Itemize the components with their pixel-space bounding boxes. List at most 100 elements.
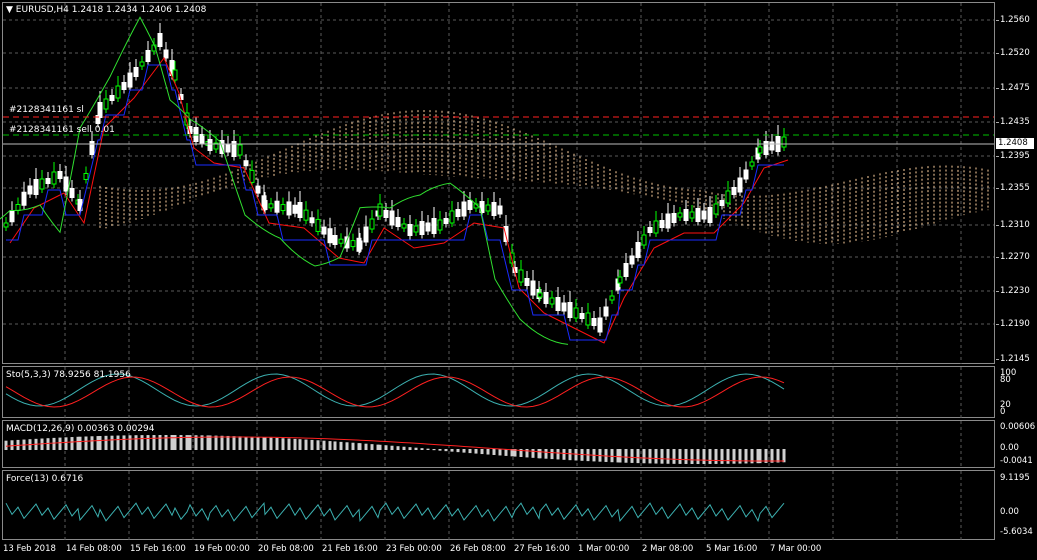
stoch-main-line <box>5 373 785 407</box>
candle-body <box>57 171 63 179</box>
macd-bar <box>146 435 150 450</box>
macd-bar <box>164 435 168 450</box>
ytick: 1.2310 <box>1000 220 1030 230</box>
candle-body <box>45 178 51 184</box>
macd-bar <box>98 436 102 450</box>
candle-body <box>497 205 503 215</box>
candle-body <box>63 176 69 192</box>
macd-bar <box>250 436 254 450</box>
macd-bar <box>684 449 688 464</box>
candle-body <box>243 160 249 167</box>
macd-bar <box>519 449 523 457</box>
candle-body <box>213 142 219 150</box>
macd-axis: 0.00606 0.00 -0.0041 <box>996 420 1037 468</box>
macd-bar <box>550 449 554 460</box>
candle-body <box>635 242 641 258</box>
time-axis[interactable]: 13 Feb 2018 14 Feb 08:00 15 Feb 16:00 19… <box>0 540 996 560</box>
candle-body <box>133 67 139 77</box>
macd-bar <box>660 449 664 464</box>
macd-bar <box>287 438 291 450</box>
force-axis: 9.1195 0.00 -5.6034 <box>996 470 1037 540</box>
macd-bar <box>281 438 285 450</box>
candle-body <box>467 200 473 210</box>
xtick: 21 Feb 16:00 <box>322 544 378 554</box>
stochastic-pane[interactable] <box>2 366 995 418</box>
dropdown-triangle-icon[interactable]: ▼ <box>6 5 13 15</box>
ytick: -5.6034 <box>1000 527 1033 537</box>
candle-body <box>737 177 743 193</box>
candle-body <box>357 240 363 250</box>
macd-bar <box>666 449 670 464</box>
ytick: 1.2560 <box>1000 15 1030 25</box>
macd-bar <box>140 435 144 450</box>
order-sl-label[interactable]: #2128341161 sl <box>9 105 84 115</box>
macd-pane[interactable] <box>2 420 995 468</box>
ytick: -0.0041 <box>1000 456 1033 466</box>
price-axis[interactable]: 1.2560 1.2520 1.2475 1.2435 1.2395 1.235… <box>996 0 1037 364</box>
macd-bar <box>574 449 578 461</box>
macd-bar <box>450 449 454 452</box>
stoch-signal-line <box>5 376 785 408</box>
macd-bar <box>64 437 68 450</box>
candle-body <box>695 208 701 222</box>
candle-body <box>413 225 419 233</box>
candle-body <box>769 141 775 151</box>
symbol-ohlc: EURUSD,H4 1.2418 1.2434 1.2406 1.2408 <box>15 5 207 15</box>
macd-bar <box>702 449 706 464</box>
candle-body <box>518 269 524 283</box>
ytick: 1.2230 <box>1000 286 1030 296</box>
macd-bar <box>468 449 472 454</box>
macd-bar <box>214 435 218 450</box>
macd-bar <box>310 439 314 450</box>
candle-body <box>139 61 145 67</box>
order-sell-label[interactable]: #2128341161 sell 0.01 <box>9 125 115 135</box>
candle-body <box>485 204 491 212</box>
candle-body <box>163 49 169 59</box>
ytick: 1.2270 <box>1000 252 1030 262</box>
candle-body <box>524 278 530 286</box>
macd-bar <box>208 435 212 450</box>
macd-bar <box>396 446 400 450</box>
macd-bar <box>420 448 424 450</box>
candle-body <box>199 134 205 144</box>
macd-bar <box>10 440 14 450</box>
macd-bar <box>188 435 192 450</box>
candle-body <box>443 218 449 224</box>
candle-body <box>659 220 665 228</box>
macd-bar <box>714 449 718 464</box>
macd-bar <box>414 447 418 450</box>
candle-body <box>315 218 321 232</box>
macd-bar <box>376 444 380 450</box>
candle-body <box>683 209 689 221</box>
macd-bar <box>750 449 754 464</box>
macd-bar <box>480 449 484 455</box>
candle-body <box>491 202 497 216</box>
macd-bar <box>604 449 608 462</box>
candle-body <box>665 213 671 229</box>
macd-bar <box>110 435 114 450</box>
candle-body <box>27 185 33 195</box>
macd-bar <box>426 448 430 450</box>
macd-bar <box>269 437 273 450</box>
xtick: 13 Feb 2018 <box>3 544 56 554</box>
macd-bar <box>568 449 572 461</box>
candle-body <box>449 210 455 224</box>
macd-bar <box>474 449 478 454</box>
candle-body <box>363 226 369 243</box>
candle-body <box>585 312 591 326</box>
candle-body <box>389 210 395 226</box>
candle-body <box>184 112 190 126</box>
macd-bar <box>128 435 132 450</box>
candle-body <box>369 218 375 230</box>
main-chart-pane[interactable] <box>2 2 995 364</box>
ytick: 1.2475 <box>1000 83 1030 93</box>
macd-bar <box>84 436 88 450</box>
candle-body <box>338 238 344 244</box>
macd-bar <box>690 449 694 464</box>
force-pane[interactable] <box>2 470 995 540</box>
candle-body <box>97 102 103 118</box>
macd-bar <box>275 437 279 450</box>
candle-body <box>286 201 292 216</box>
candle-body <box>763 141 769 155</box>
